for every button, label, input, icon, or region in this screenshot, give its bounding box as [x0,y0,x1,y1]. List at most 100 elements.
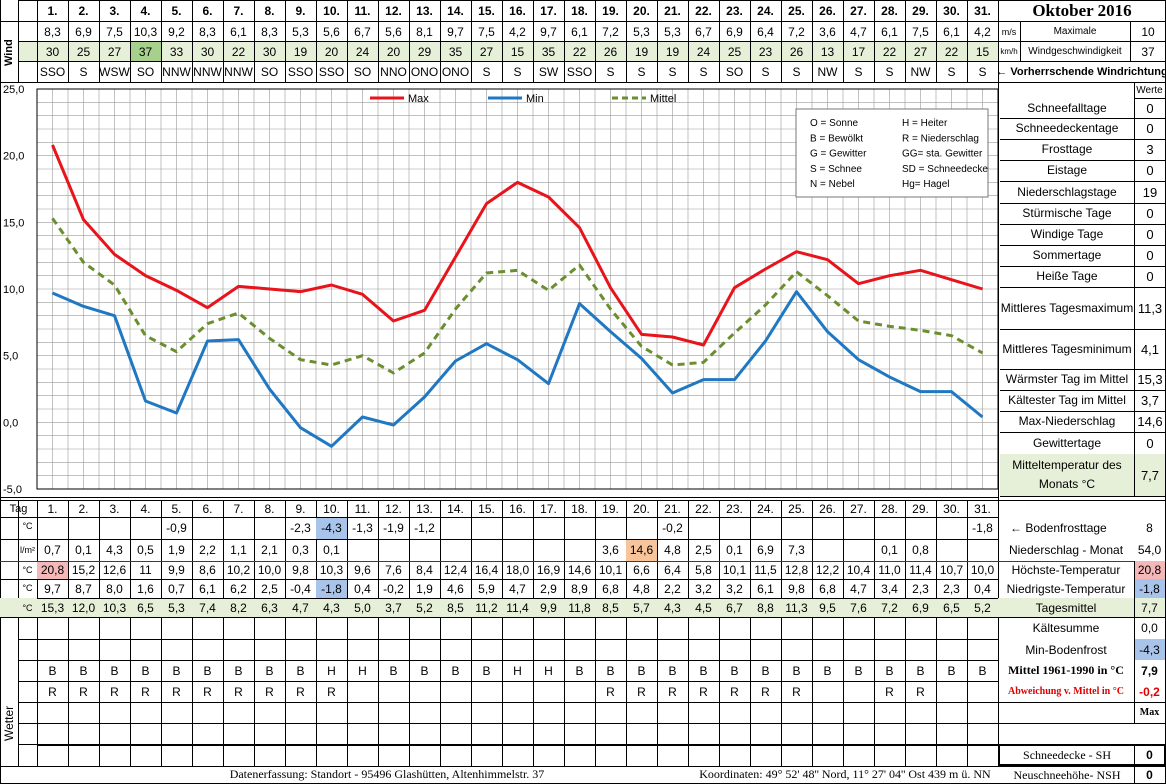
weather-symbol [967,681,998,702]
day-header-lower: 15. [478,501,495,516]
grid-line [440,0,441,83]
grid-line [18,0,19,83]
wind-dir-cell: S [885,65,894,79]
grid-line [533,500,534,766]
hoechst-cell: 12,6 [102,563,127,577]
grid-line [1134,744,1135,784]
wind-ms-cell: 6,1 [943,24,960,39]
stat-value: 0 [1146,269,1154,284]
wind-kmh-cell: 19 [657,42,688,61]
day-header-lower: 7. [233,501,244,516]
snow-table [998,744,1166,766]
unit-ms: m/s [1001,26,1017,37]
day-header-lower: 4. [140,501,151,516]
grid-line [347,500,348,766]
hoechst-cell: 10,1 [722,563,747,577]
snow-box [37,744,1166,768]
mittel-cell: 8,8 [750,598,781,617]
bodenfrost-cell: -0,2 [662,521,683,535]
weather-symbol: B [854,663,863,678]
niederschlag-cell: 1,9 [168,543,185,557]
bodenfrost-cell [254,517,285,539]
grid-line [37,0,38,83]
niedrigst-cell: 3,2 [726,581,743,596]
wind-kmh-cell: 29 [409,42,440,61]
weather-symbol [440,681,471,702]
grid-line [1000,390,1166,391]
wind-dir-cell: SO [260,65,279,79]
max-label: Max [1139,707,1160,718]
stat-label: Gewittertage [1032,435,1102,450]
grid-line [750,0,751,83]
wind-kmh-cell: 25 [68,42,99,61]
page-title: Oktober 2016 [1032,1,1132,20]
day-header: 15. [478,4,495,18]
niedrigst-cell: 6,1 [757,581,774,596]
day-header-lower: 11. [354,501,371,516]
niedrigst-cell: 2,3 [943,581,960,596]
hoechst-cell: 9,6 [354,563,371,577]
grid-line [18,702,998,703]
bodenfrost-cell: -1,8 [972,521,993,535]
weather-symbol: B [606,663,615,678]
day-header-lower: 24. [757,501,774,516]
grid-line [18,639,998,640]
bodenfrost-cell [936,517,967,539]
bodenfrost-cell [750,517,781,539]
stat-value: 0 [1146,163,1154,178]
grid-line [905,500,906,766]
hoechst-cell: 20,8 [37,561,68,579]
wind-dir-cell: SSO [566,65,593,79]
day-header-lower: 22. [695,501,712,516]
legend-label: Max [408,93,429,105]
grid-line [1000,432,1166,433]
wind-dir-cell: S [637,65,646,79]
mittel-cell: 6,5 [936,598,967,617]
wind-kmh-cell: 35 [440,42,471,61]
symbol-legend-entry: B = Bewölkt [810,133,863,144]
day-header: 14. [447,4,464,18]
niederschlag-cell: 0,1 [881,543,898,557]
wind-dir-cell: SO [136,65,155,79]
snow-value: 0 [1146,768,1153,782]
wind-ms-cell: 5,6 [385,24,402,39]
grid-line [998,82,999,500]
bodenfrost-cell [37,517,68,539]
summary-value: 0,0 [1141,621,1158,635]
mittel-cell: 5,2 [409,598,440,617]
day-header: 5. [171,4,182,18]
weather-symbol [936,681,967,702]
weather-symbol: B [141,663,150,678]
stat-value: 0 [1146,227,1154,242]
grid-line [502,500,503,766]
wind-ms-cell: 5,3 [633,24,650,39]
weather-symbol: R [172,684,181,699]
wind-kmh-cell: 30 [254,42,285,61]
stat-value: 3 [1146,142,1154,157]
day-header: 21. [664,4,681,18]
wind-ms-cell: 5,3 [292,24,309,39]
hoechst-cell: 10,2 [226,563,251,577]
wind-kmh-cell: 20 [316,42,347,61]
grid-line [1000,181,1166,182]
day-header: 17. [540,4,557,18]
niederschlag-cell [812,539,843,561]
niedrigst-cell: 5,9 [478,581,495,596]
symbol-legend-entry: G = Gewitter [810,149,867,160]
grid-line [18,681,998,682]
wind-kmh-cell: 20 [378,42,409,61]
niederschlag-cell: 0,1 [75,543,92,557]
grid-line [595,500,596,766]
wind-dir-cell: NNO [380,65,407,79]
y-tick-label: 5,0 [3,351,18,363]
mittel-cell: 6,3 [254,598,285,617]
grid-line [285,0,286,83]
legend-label: Mittel [650,93,676,105]
niederschlag-cell: 14,6 [626,539,657,561]
grid-line [1000,266,1166,267]
symbol-legend-entry: Hg= Hagel [902,179,950,190]
day-header: 6. [202,4,213,18]
grid-line [812,0,813,83]
stat-value: 7,7 [1135,454,1165,496]
stat-label: Wärmster Tag im Mittel [1005,372,1129,387]
